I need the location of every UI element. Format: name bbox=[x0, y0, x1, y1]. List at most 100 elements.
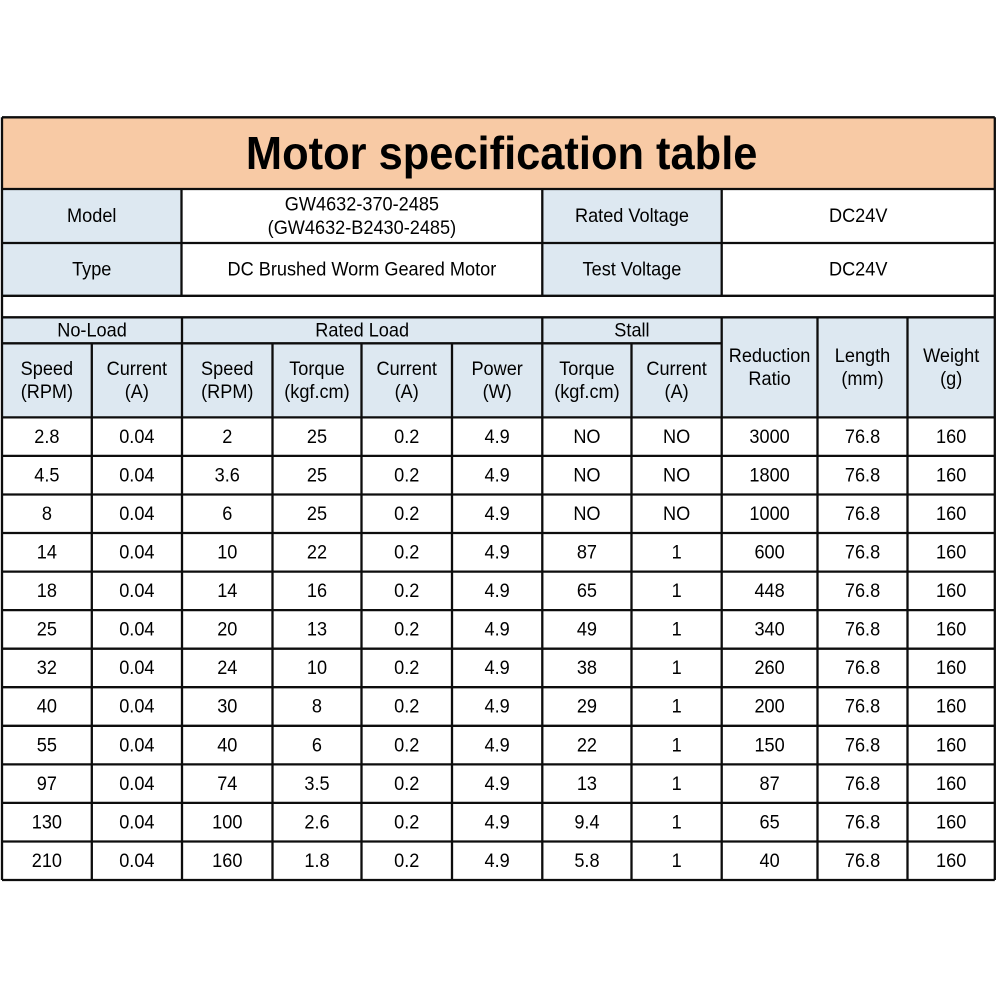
svg-text:600: 600 bbox=[754, 541, 784, 563]
svg-text:Torque: Torque bbox=[289, 357, 344, 379]
svg-text:49: 49 bbox=[577, 618, 597, 640]
svg-text:2.6: 2.6 bbox=[304, 811, 329, 833]
svg-text:25: 25 bbox=[307, 464, 327, 486]
svg-text:1: 1 bbox=[672, 695, 682, 717]
svg-text:(W): (W) bbox=[483, 381, 512, 403]
svg-text:2: 2 bbox=[222, 425, 232, 447]
svg-text:0.2: 0.2 bbox=[394, 502, 419, 524]
svg-text:Motor specification table: Motor specification table bbox=[246, 127, 757, 180]
svg-text:76.8: 76.8 bbox=[845, 811, 880, 833]
svg-text:DC24V: DC24V bbox=[829, 258, 888, 280]
svg-text:150: 150 bbox=[754, 734, 784, 756]
svg-text:160: 160 bbox=[936, 772, 966, 794]
svg-text:76.8: 76.8 bbox=[845, 734, 880, 756]
svg-text:4.9: 4.9 bbox=[485, 695, 510, 717]
svg-text:0.2: 0.2 bbox=[394, 464, 419, 486]
svg-text:448: 448 bbox=[754, 580, 784, 602]
svg-text:38: 38 bbox=[577, 657, 597, 679]
svg-text:76.8: 76.8 bbox=[845, 695, 880, 717]
svg-text:DC24V: DC24V bbox=[829, 205, 888, 227]
svg-text:4.9: 4.9 bbox=[485, 580, 510, 602]
svg-text:(mm): (mm) bbox=[841, 368, 883, 390]
svg-text:(RPM): (RPM) bbox=[21, 381, 73, 403]
svg-text:0.2: 0.2 bbox=[394, 849, 419, 871]
svg-text:160: 160 bbox=[936, 811, 966, 833]
svg-text:Type: Type bbox=[72, 258, 111, 280]
svg-text:160: 160 bbox=[212, 849, 242, 871]
svg-text:0.2: 0.2 bbox=[394, 618, 419, 640]
svg-text:0.2: 0.2 bbox=[394, 425, 419, 447]
svg-text:29: 29 bbox=[577, 695, 597, 717]
svg-text:55: 55 bbox=[37, 734, 57, 756]
svg-text:3.6: 3.6 bbox=[215, 464, 240, 486]
svg-text:340: 340 bbox=[754, 618, 784, 640]
svg-text:0.2: 0.2 bbox=[394, 811, 419, 833]
svg-text:22: 22 bbox=[307, 541, 327, 563]
svg-text:40: 40 bbox=[759, 849, 779, 871]
svg-text:160: 160 bbox=[936, 849, 966, 871]
svg-text:160: 160 bbox=[936, 464, 966, 486]
svg-text:13: 13 bbox=[307, 618, 327, 640]
svg-text:4.9: 4.9 bbox=[485, 811, 510, 833]
svg-text:0.2: 0.2 bbox=[394, 580, 419, 602]
svg-text:76.8: 76.8 bbox=[845, 657, 880, 679]
svg-text:0.2: 0.2 bbox=[394, 695, 419, 717]
svg-text:0.04: 0.04 bbox=[119, 618, 154, 640]
svg-text:0.04: 0.04 bbox=[119, 849, 154, 871]
svg-text:0.04: 0.04 bbox=[119, 734, 154, 756]
svg-text:14: 14 bbox=[217, 580, 237, 602]
svg-text:Speed: Speed bbox=[21, 357, 73, 379]
svg-text:14: 14 bbox=[37, 541, 57, 563]
svg-text:8: 8 bbox=[312, 695, 322, 717]
svg-text:(g): (g) bbox=[940, 368, 962, 390]
svg-text:NO: NO bbox=[573, 425, 600, 447]
svg-text:1: 1 bbox=[672, 772, 682, 794]
svg-text:0.04: 0.04 bbox=[119, 425, 154, 447]
svg-text:97: 97 bbox=[37, 772, 57, 794]
svg-text:10: 10 bbox=[307, 657, 327, 679]
svg-text:1800: 1800 bbox=[749, 464, 789, 486]
svg-text:25: 25 bbox=[307, 502, 327, 524]
svg-text:76.8: 76.8 bbox=[845, 464, 880, 486]
svg-text:Stall: Stall bbox=[614, 319, 649, 341]
svg-text:65: 65 bbox=[577, 580, 597, 602]
svg-text:76.8: 76.8 bbox=[845, 502, 880, 524]
svg-text:18: 18 bbox=[37, 580, 57, 602]
svg-text:130: 130 bbox=[32, 811, 62, 833]
svg-text:9.4: 9.4 bbox=[574, 811, 599, 833]
svg-text:10: 10 bbox=[217, 541, 237, 563]
svg-text:76.8: 76.8 bbox=[845, 849, 880, 871]
svg-text:Torque: Torque bbox=[559, 357, 614, 379]
svg-text:0.2: 0.2 bbox=[394, 657, 419, 679]
svg-text:Rated Voltage: Rated Voltage bbox=[575, 205, 689, 227]
svg-text:1: 1 bbox=[672, 541, 682, 563]
svg-text:200: 200 bbox=[754, 695, 784, 717]
svg-text:25: 25 bbox=[37, 618, 57, 640]
svg-text:6: 6 bbox=[312, 734, 322, 756]
svg-text:74: 74 bbox=[217, 772, 237, 794]
svg-text:8: 8 bbox=[42, 502, 52, 524]
svg-text:(A): (A) bbox=[395, 381, 419, 403]
svg-text:(kgf.cm): (kgf.cm) bbox=[554, 381, 619, 403]
svg-text:25: 25 bbox=[307, 425, 327, 447]
svg-text:0.04: 0.04 bbox=[119, 772, 154, 794]
svg-text:160: 160 bbox=[936, 502, 966, 524]
svg-text:4.9: 4.9 bbox=[485, 541, 510, 563]
svg-text:0.04: 0.04 bbox=[119, 657, 154, 679]
svg-text:NO: NO bbox=[663, 502, 690, 524]
svg-text:87: 87 bbox=[577, 541, 597, 563]
svg-text:76.8: 76.8 bbox=[845, 618, 880, 640]
svg-text:0.04: 0.04 bbox=[119, 464, 154, 486]
svg-text:0.04: 0.04 bbox=[119, 541, 154, 563]
svg-text:GW4632-370-2485: GW4632-370-2485 bbox=[285, 193, 439, 215]
svg-text:32: 32 bbox=[37, 657, 57, 679]
svg-text:24: 24 bbox=[217, 657, 237, 679]
svg-text:2.8: 2.8 bbox=[34, 425, 59, 447]
svg-text:1: 1 bbox=[672, 811, 682, 833]
svg-text:40: 40 bbox=[217, 734, 237, 756]
svg-text:(A): (A) bbox=[125, 381, 149, 403]
svg-text:0.04: 0.04 bbox=[119, 502, 154, 524]
svg-text:NO: NO bbox=[663, 425, 690, 447]
svg-text:160: 160 bbox=[936, 618, 966, 640]
svg-text:1: 1 bbox=[672, 849, 682, 871]
